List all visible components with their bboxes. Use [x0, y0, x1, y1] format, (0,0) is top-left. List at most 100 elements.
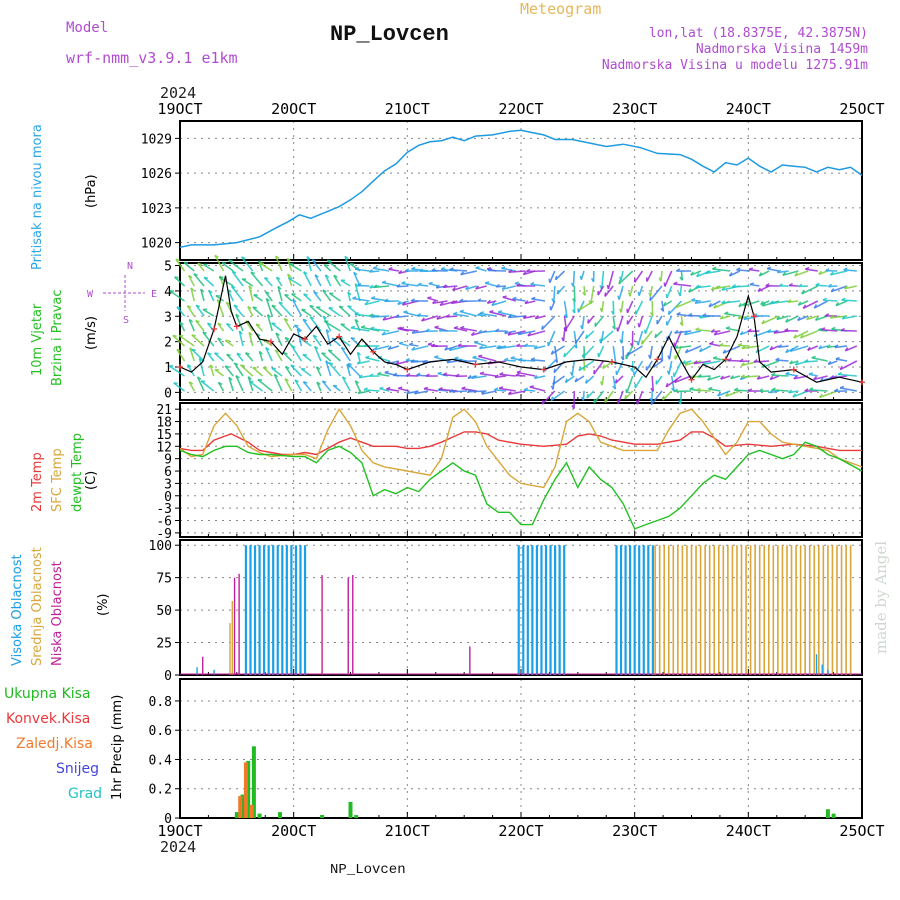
- wind-barb: [589, 285, 595, 305]
- wind-barb: [423, 388, 438, 392]
- wind-barb-head: [636, 340, 639, 346]
- wind-barb: [641, 330, 653, 345]
- wind-barb-head: [240, 364, 245, 367]
- wind-barb: [741, 375, 760, 378]
- y-tick-label: 0: [164, 669, 172, 684]
- wind-barb: [586, 390, 595, 399]
- wind-barb: [675, 300, 692, 309]
- wind-barb-head: [648, 292, 652, 297]
- wind-barb: [363, 388, 380, 392]
- wind-barb-head: [190, 287, 195, 292]
- wind-barb: [460, 270, 478, 276]
- wind-barb-head: [396, 283, 401, 288]
- wind-barb-head: [291, 345, 296, 349]
- wind-barb: [674, 345, 683, 360]
- wind-barb: [679, 390, 683, 405]
- wind-barb-head: [294, 379, 299, 383]
- wind-barb: [684, 360, 702, 366]
- wind-barb-head: [794, 272, 799, 277]
- wind-barb-head: [452, 286, 456, 291]
- wind-barb: [753, 360, 770, 363]
- wind-barb: [278, 301, 293, 317]
- wind-barb-head: [207, 352, 212, 356]
- wind-barb-head: [445, 313, 451, 318]
- wind-barb: [574, 330, 585, 344]
- wind-barb-head: [265, 291, 270, 295]
- wind-barb: [313, 346, 322, 362]
- wind-barb: [197, 262, 205, 272]
- wind-barb-head: [193, 273, 198, 276]
- wind-barb: [549, 270, 556, 283]
- wind-barb: [494, 388, 507, 392]
- wind-barb-head: [347, 362, 352, 366]
- wind-barb-head: [665, 293, 668, 299]
- model-label: Model: [66, 20, 109, 36]
- wind-barb: [247, 306, 254, 317]
- wind-barb-head: [582, 291, 586, 296]
- wind-barb-head: [179, 321, 184, 326]
- wind-barb: [720, 315, 731, 320]
- wind-barb-head: [515, 372, 520, 377]
- wind-barb-head: [625, 388, 628, 394]
- compass-s: S: [123, 315, 129, 326]
- wind-barb-head: [548, 278, 551, 283]
- wind-barb: [518, 359, 536, 362]
- wind-barb: [707, 375, 721, 381]
- wind-barb-head: [708, 302, 712, 308]
- wind-barb: [241, 278, 254, 287]
- wind-barb: [471, 375, 487, 380]
- wind-barb: [593, 390, 605, 404]
- wind-barb-head: [314, 345, 319, 350]
- wind-barb: [275, 255, 283, 272]
- y-tick-label: 21: [156, 403, 172, 418]
- wind-barb: [655, 375, 663, 385]
- bottom-day-label: 24OCT: [726, 822, 771, 840]
- wind-barb-head: [413, 390, 418, 395]
- wind-barb: [284, 294, 293, 302]
- wind-barb: [844, 285, 857, 290]
- wind-barb-head: [514, 281, 519, 285]
- wind-barb-head: [434, 355, 439, 358]
- wind-barb: [400, 328, 419, 332]
- wind-barb-head: [465, 285, 470, 290]
- wind-barb: [604, 390, 614, 403]
- wind-barb: [777, 270, 789, 274]
- wind-barb: [350, 326, 370, 332]
- wind-barb-head: [674, 344, 679, 349]
- wind-barb-head: [637, 323, 641, 328]
- wind-barb-head: [494, 387, 499, 391]
- wind-barb: [749, 283, 760, 287]
- wind-barb-head: [841, 297, 846, 301]
- wind-barb-head: [712, 355, 718, 359]
- product-title: Meteogram: [520, 0, 602, 18]
- wind-barb-head: [234, 362, 239, 366]
- wind-barb: [713, 357, 731, 362]
- bottom-day-label: 21OCT: [385, 822, 430, 840]
- wind-barb: [196, 376, 205, 392]
- wind-barb: [794, 270, 809, 277]
- wind-barb-head: [658, 277, 662, 282]
- wind-barb-head: [834, 388, 839, 392]
- precip-bar-total_precip: [831, 813, 836, 818]
- wind-barb-head: [695, 284, 700, 289]
- wind-barb-head: [265, 346, 270, 351]
- wind-barb: [811, 357, 828, 362]
- wind-barb: [581, 315, 585, 330]
- wind-barb-head: [547, 341, 550, 346]
- wind-barb: [626, 300, 634, 314]
- wind-barb-head: [369, 313, 374, 317]
- wind-barb-head: [417, 282, 422, 286]
- wind-barb: [265, 347, 273, 362]
- wind-barb: [620, 330, 624, 344]
- wind-barb-head: [616, 399, 620, 404]
- wind-barb: [813, 300, 828, 309]
- wind-barb-head: [284, 336, 290, 340]
- y-tick-label: 3: [164, 310, 172, 325]
- wind-barb-head: [787, 299, 792, 303]
- wind-barb-head: [573, 344, 578, 349]
- wind-barb: [616, 315, 624, 332]
- wind-barb-head: [674, 329, 679, 334]
- wind-barb-head: [187, 364, 192, 368]
- wind-barb: [529, 386, 546, 392]
- wind-barb: [191, 348, 205, 362]
